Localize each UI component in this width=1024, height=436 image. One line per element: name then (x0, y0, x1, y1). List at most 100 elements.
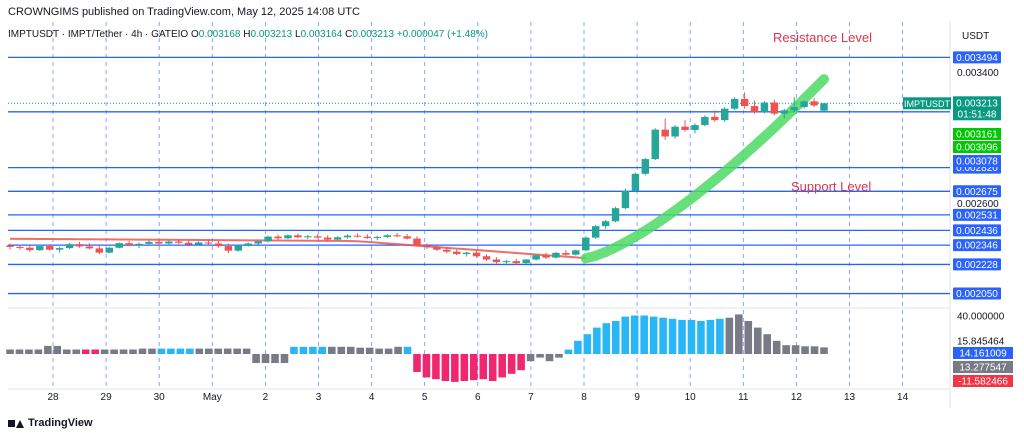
candle (234, 244, 243, 252)
level-price-label: 0.002820 (956, 163, 998, 174)
candle (314, 234, 322, 239)
oscillator-bar (337, 346, 346, 354)
ma-layer (9, 74, 829, 264)
candle (433, 245, 441, 252)
oscillator-bar (233, 348, 241, 354)
candle-body (770, 102, 779, 114)
candle (26, 245, 34, 252)
candle (6, 243, 14, 250)
candle-body (413, 238, 421, 246)
candle-body (651, 129, 659, 160)
x-tick-label: 3 (316, 392, 322, 403)
oscillator-bar (668, 318, 677, 354)
oscillator-bar (611, 321, 620, 354)
brand-footer[interactable]: TradingView (8, 417, 93, 429)
oscillator-bar (328, 346, 336, 354)
candle-body (36, 246, 44, 251)
tradingview-logo-icon (8, 418, 24, 428)
oscillator-bar (687, 319, 696, 354)
last-price-label: 0.003213 (956, 98, 998, 109)
osc-value-tag (953, 375, 1013, 387)
candle (115, 242, 123, 249)
x-tick-label: 7 (528, 392, 534, 403)
candle-body (552, 252, 560, 258)
low-value: 0.003164 (300, 29, 343, 40)
osc-value-label: -11.582466 (958, 377, 1008, 388)
candle (244, 242, 252, 247)
candle-body (820, 103, 828, 111)
oscillator-bar (488, 354, 497, 381)
candle (45, 244, 54, 251)
osc-tick-label: 15.845464 (957, 337, 1005, 348)
candle-body (750, 106, 759, 112)
oscillator-bar (157, 348, 166, 354)
candle-body (611, 208, 620, 222)
oscillator-bar (394, 346, 402, 354)
candle-body (294, 235, 302, 238)
candle-body (691, 125, 699, 130)
oscillator-bar (574, 340, 582, 354)
candle (681, 120, 689, 132)
countdown-label: 01:51:48 (958, 109, 997, 120)
candle-body (701, 116, 709, 126)
resistance-annotation: Resistance Level (773, 30, 872, 45)
candle (373, 235, 382, 241)
candle-body (721, 108, 729, 121)
candle (641, 157, 650, 176)
oscillator-bar (346, 346, 355, 354)
candle (125, 240, 133, 247)
oscillator-bar (697, 321, 705, 354)
oscillator-bar (403, 346, 412, 354)
candle-body (681, 126, 689, 130)
candle-body (353, 235, 362, 237)
oscillator-bar (15, 349, 24, 354)
ma-line-bearish (9, 237, 586, 260)
oscillator-bar (186, 348, 194, 354)
candle-body (45, 246, 54, 250)
x-tick-label: 10 (685, 392, 697, 403)
level-price-label: 0.002675 (956, 187, 998, 198)
x-tick-label: 11 (738, 392, 749, 403)
candle (274, 234, 282, 240)
ma-value-tag (953, 141, 1001, 153)
candle-body (641, 159, 650, 174)
candle-body (383, 235, 391, 237)
oscillator-bar (261, 354, 270, 363)
oscillator-bar (583, 334, 592, 354)
oscillator-bar (356, 347, 364, 354)
oscillator-bar (460, 354, 469, 381)
candle-body (621, 190, 630, 209)
candle (800, 100, 808, 109)
candle (254, 240, 262, 245)
level-price-tag (953, 239, 1001, 252)
oscillator-bar (242, 348, 251, 354)
oscillator-bar (34, 349, 43, 354)
candle-body (472, 252, 481, 257)
level-price-tag (953, 185, 1001, 198)
candle-body (135, 243, 143, 246)
candle (294, 233, 302, 239)
price-tick-label: 0.002600 (957, 199, 999, 210)
candle (760, 101, 769, 114)
brand-name: TradingView (28, 417, 93, 429)
candle-body (264, 236, 272, 242)
candle (363, 234, 372, 239)
oscillator-bar (517, 354, 525, 371)
osc-tick-label: 40.000000 (957, 312, 1005, 323)
oscillator-bar (479, 354, 488, 380)
ma-value-label: 0.003161 (956, 130, 998, 141)
candle-body (55, 248, 64, 250)
candle (740, 92, 749, 109)
oscillator-bar (176, 348, 185, 354)
candle (403, 234, 411, 240)
candle-body (522, 259, 530, 264)
candle (304, 234, 312, 240)
symbol-legend[interactable]: IMPTUSDT · IMPT/Tether · 4h · GATEIO O0.… (8, 29, 488, 40)
oscillator-bar (63, 349, 71, 354)
oscillator-bar (72, 349, 81, 354)
low-label: L (295, 29, 301, 40)
candle (721, 107, 729, 122)
osc-value-tag (953, 347, 1013, 359)
close-label: C (345, 29, 353, 40)
